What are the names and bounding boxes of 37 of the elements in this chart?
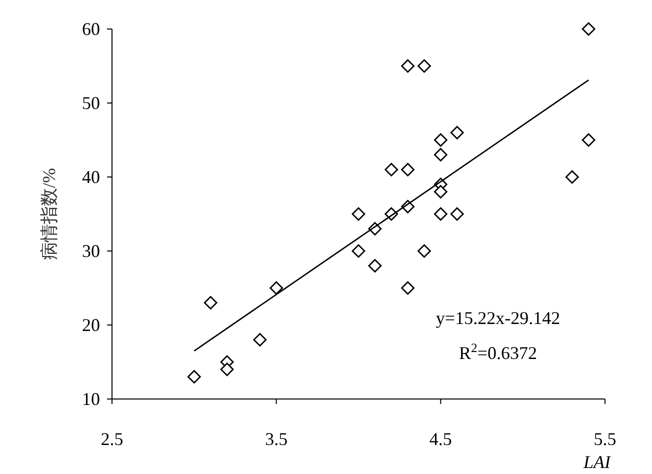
point	[565, 170, 579, 184]
point	[204, 296, 218, 310]
point	[352, 244, 366, 258]
point	[582, 133, 596, 147]
point	[187, 370, 201, 384]
y-tick-label: 40	[82, 167, 100, 187]
point	[434, 207, 448, 221]
point	[352, 207, 366, 221]
annotation: R$^{2}$=0.6372	[459, 341, 537, 363]
annotation: y=15.22x-29.142	[436, 308, 560, 328]
y-tick-label: 30	[82, 241, 100, 261]
point	[418, 244, 431, 258]
point	[220, 362, 234, 376]
y-tick-label: 20	[82, 315, 100, 335]
x-tick-label: 5.5	[594, 429, 616, 449]
point	[450, 207, 464, 221]
y-tick-label: 10	[82, 389, 100, 409]
x-tick-label: 4.5	[429, 429, 452, 449]
x-tick-label: 3.5	[265, 429, 288, 449]
y-tick-label: 60	[82, 19, 100, 39]
point	[418, 59, 431, 73]
x-axis-title: LAI	[582, 452, 612, 472]
x-tick-label: 2.5	[100, 429, 124, 449]
point	[434, 148, 448, 162]
point	[384, 162, 398, 176]
point	[401, 162, 414, 176]
point	[270, 281, 284, 295]
point	[401, 59, 414, 73]
point	[368, 259, 382, 272]
point	[434, 133, 448, 147]
y-tick-label: 50	[82, 93, 100, 113]
y-axis-title: 病情指数/%	[39, 168, 59, 260]
point	[253, 333, 267, 346]
point	[582, 22, 596, 36]
point	[450, 126, 464, 140]
point	[401, 281, 414, 295]
point	[434, 185, 448, 198]
